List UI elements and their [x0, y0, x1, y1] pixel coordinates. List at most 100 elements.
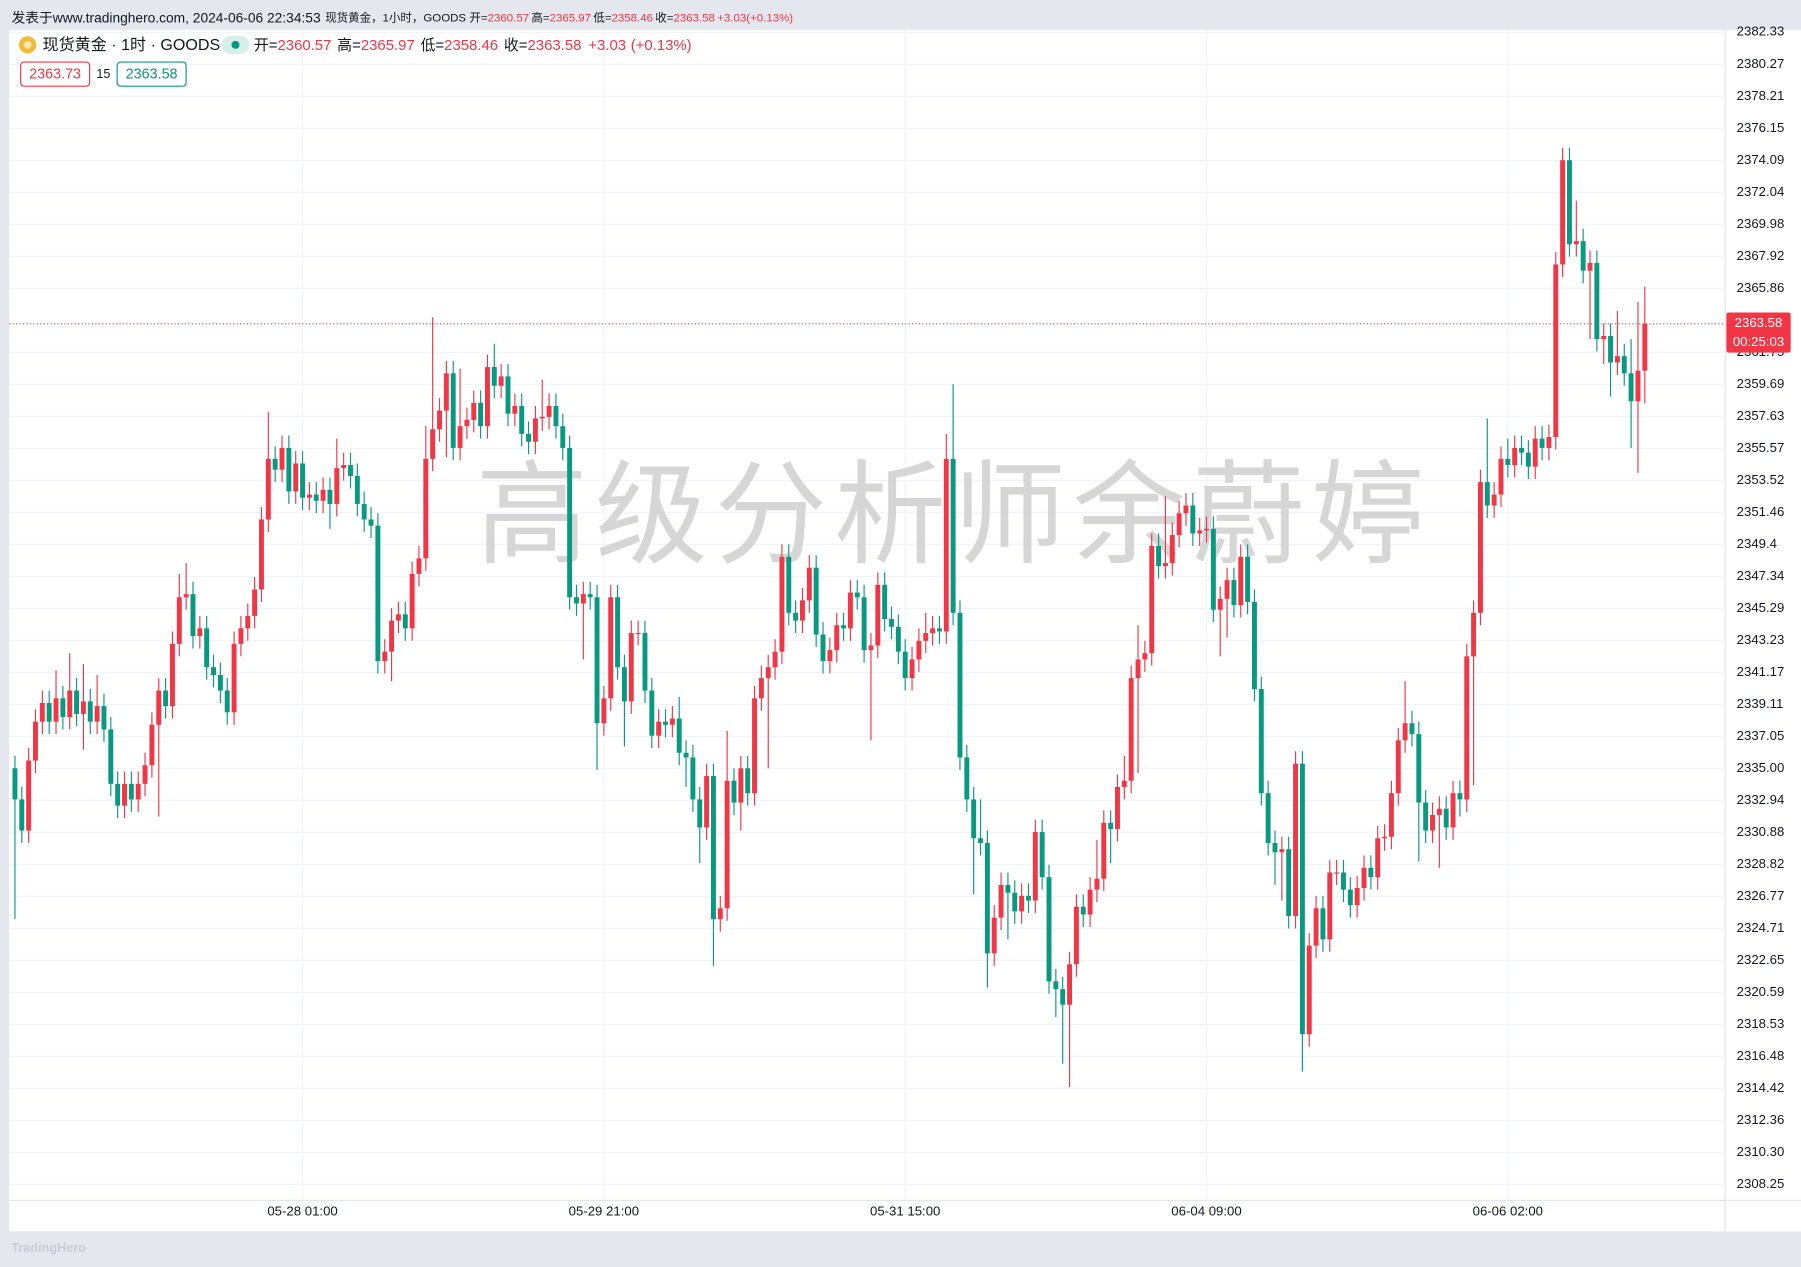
- sell-box[interactable]: [20, 61, 91, 87]
- candle-body: [1471, 612, 1477, 657]
- candle-body: [1532, 438, 1538, 467]
- candle-body: [526, 433, 532, 442]
- legend-title: 现货黄金 · 1时 · GOODS: [42, 36, 220, 54]
- candle-body: [395, 614, 401, 621]
- candle-body: [1019, 895, 1025, 912]
- candle-body: [710, 776, 716, 920]
- candle-body: [663, 721, 668, 725]
- candle-body: [204, 628, 210, 668]
- y-tick-label: 2316.48: [1737, 1048, 1785, 1063]
- candle-body: [786, 556, 792, 613]
- y-tick-label: 2367.92: [1737, 248, 1785, 263]
- y-tick-label: 2312.36: [1737, 1112, 1785, 1127]
- candle-body: [60, 698, 66, 717]
- candle-body: [389, 620, 395, 652]
- candle-body: [300, 463, 306, 498]
- candle-body: [505, 376, 511, 414]
- candle-body: [1320, 908, 1326, 940]
- candle-body: [1032, 832, 1038, 901]
- candle-body: [279, 447, 285, 470]
- candle-body: [1080, 906, 1086, 915]
- candle-body: [1005, 884, 1011, 893]
- y-tick-label: 2351.46: [1737, 504, 1785, 519]
- candle-body: [361, 503, 367, 520]
- candle-body: [519, 405, 525, 434]
- candle-body: [101, 706, 107, 730]
- legend-close-label: 收=: [504, 37, 528, 54]
- candle-body: [553, 405, 559, 427]
- candle-body: [1272, 842, 1278, 853]
- candle-body: [984, 842, 990, 954]
- candle-body: [163, 690, 169, 707]
- candle-body: [327, 489, 333, 504]
- candle-body: [847, 592, 853, 629]
- candle-body: [621, 667, 627, 702]
- candle-body: [286, 447, 292, 492]
- market-status-dot: [231, 40, 240, 49]
- y-tick-label: 2314.42: [1737, 1080, 1785, 1095]
- candle-body: [1423, 802, 1429, 831]
- candle-body: [1197, 530, 1203, 534]
- y-tick-label: 2369.98: [1737, 216, 1785, 231]
- buy-price[interactable]: 2363.58: [126, 67, 178, 83]
- candle-body: [854, 592, 860, 598]
- candle-body: [484, 367, 490, 427]
- candle-body: [1491, 494, 1497, 506]
- y-tick-label: 2380.27: [1737, 56, 1785, 71]
- candle-body: [827, 650, 833, 661]
- y-tick-label: 2341.17: [1737, 664, 1785, 679]
- candle-body: [950, 458, 956, 613]
- legend-close: 2363.58: [527, 37, 581, 54]
- candle-body: [252, 589, 258, 616]
- y-tick-label: 2376.15: [1737, 120, 1785, 135]
- legend: 现货黄金 · 1时 · GOODS 开=2360.57 高=2365.97 低=23…: [18, 35, 692, 87]
- y-tick-label: 2339.11: [1737, 696, 1784, 711]
- candle-body: [991, 917, 997, 954]
- candle-body: [197, 628, 203, 637]
- candle-body: [231, 643, 237, 713]
- candle-body: [1560, 160, 1566, 265]
- axes: 2382.33 2380.27 2378.21 2376.15 2374.09 2372.…: [267, 24, 1784, 1219]
- candle-body: [813, 567, 819, 635]
- candle-body: [861, 597, 867, 651]
- candle-body: [1313, 908, 1319, 946]
- banner-change: +3.03: [717, 12, 746, 24]
- candle-body: [1388, 793, 1394, 837]
- candle-body: [964, 757, 970, 800]
- y-tick-label: 2345.29: [1737, 600, 1785, 615]
- candle-body: [765, 667, 771, 679]
- candle-body: [1457, 793, 1463, 800]
- sell-price[interactable]: 2363.73: [29, 67, 81, 83]
- candle-body: [94, 706, 100, 722]
- candle-body: [156, 690, 162, 725]
- candle-body: [354, 475, 360, 504]
- candle-body: [779, 556, 785, 652]
- y-tick-label: 2374.09: [1737, 152, 1785, 167]
- price-tag: 2363.58 00:25:03: [1726, 312, 1791, 353]
- candle-body: [1573, 241, 1579, 245]
- candle-body: [1210, 528, 1216, 610]
- candle-body: [1121, 780, 1127, 787]
- candle-body: [649, 690, 655, 736]
- candle-body: [12, 768, 18, 800]
- candle-body: [1149, 545, 1155, 654]
- candle-body: [26, 760, 32, 831]
- candle-body: [1087, 889, 1093, 915]
- candle-body: [669, 718, 675, 725]
- candle-body: [1251, 601, 1257, 689]
- x-tick-label: 05-29 21:00: [569, 1203, 639, 1218]
- candle-body: [122, 783, 127, 806]
- candle-body: [758, 678, 764, 699]
- buy-box[interactable]: [116, 61, 187, 87]
- banner-symbol: 现货黄金，1小时，GOODS: [325, 10, 466, 24]
- candle-body: [1108, 822, 1114, 829]
- candle-body: [1053, 981, 1059, 990]
- candle-body: [1142, 653, 1148, 660]
- candle-body: [211, 667, 216, 675]
- price-tag-countdown: 00:25:03: [1733, 334, 1784, 349]
- candle-body: [1293, 763, 1299, 917]
- candle-body: [1477, 482, 1483, 613]
- candle-body: [1505, 458, 1511, 466]
- candle-body: [217, 674, 223, 691]
